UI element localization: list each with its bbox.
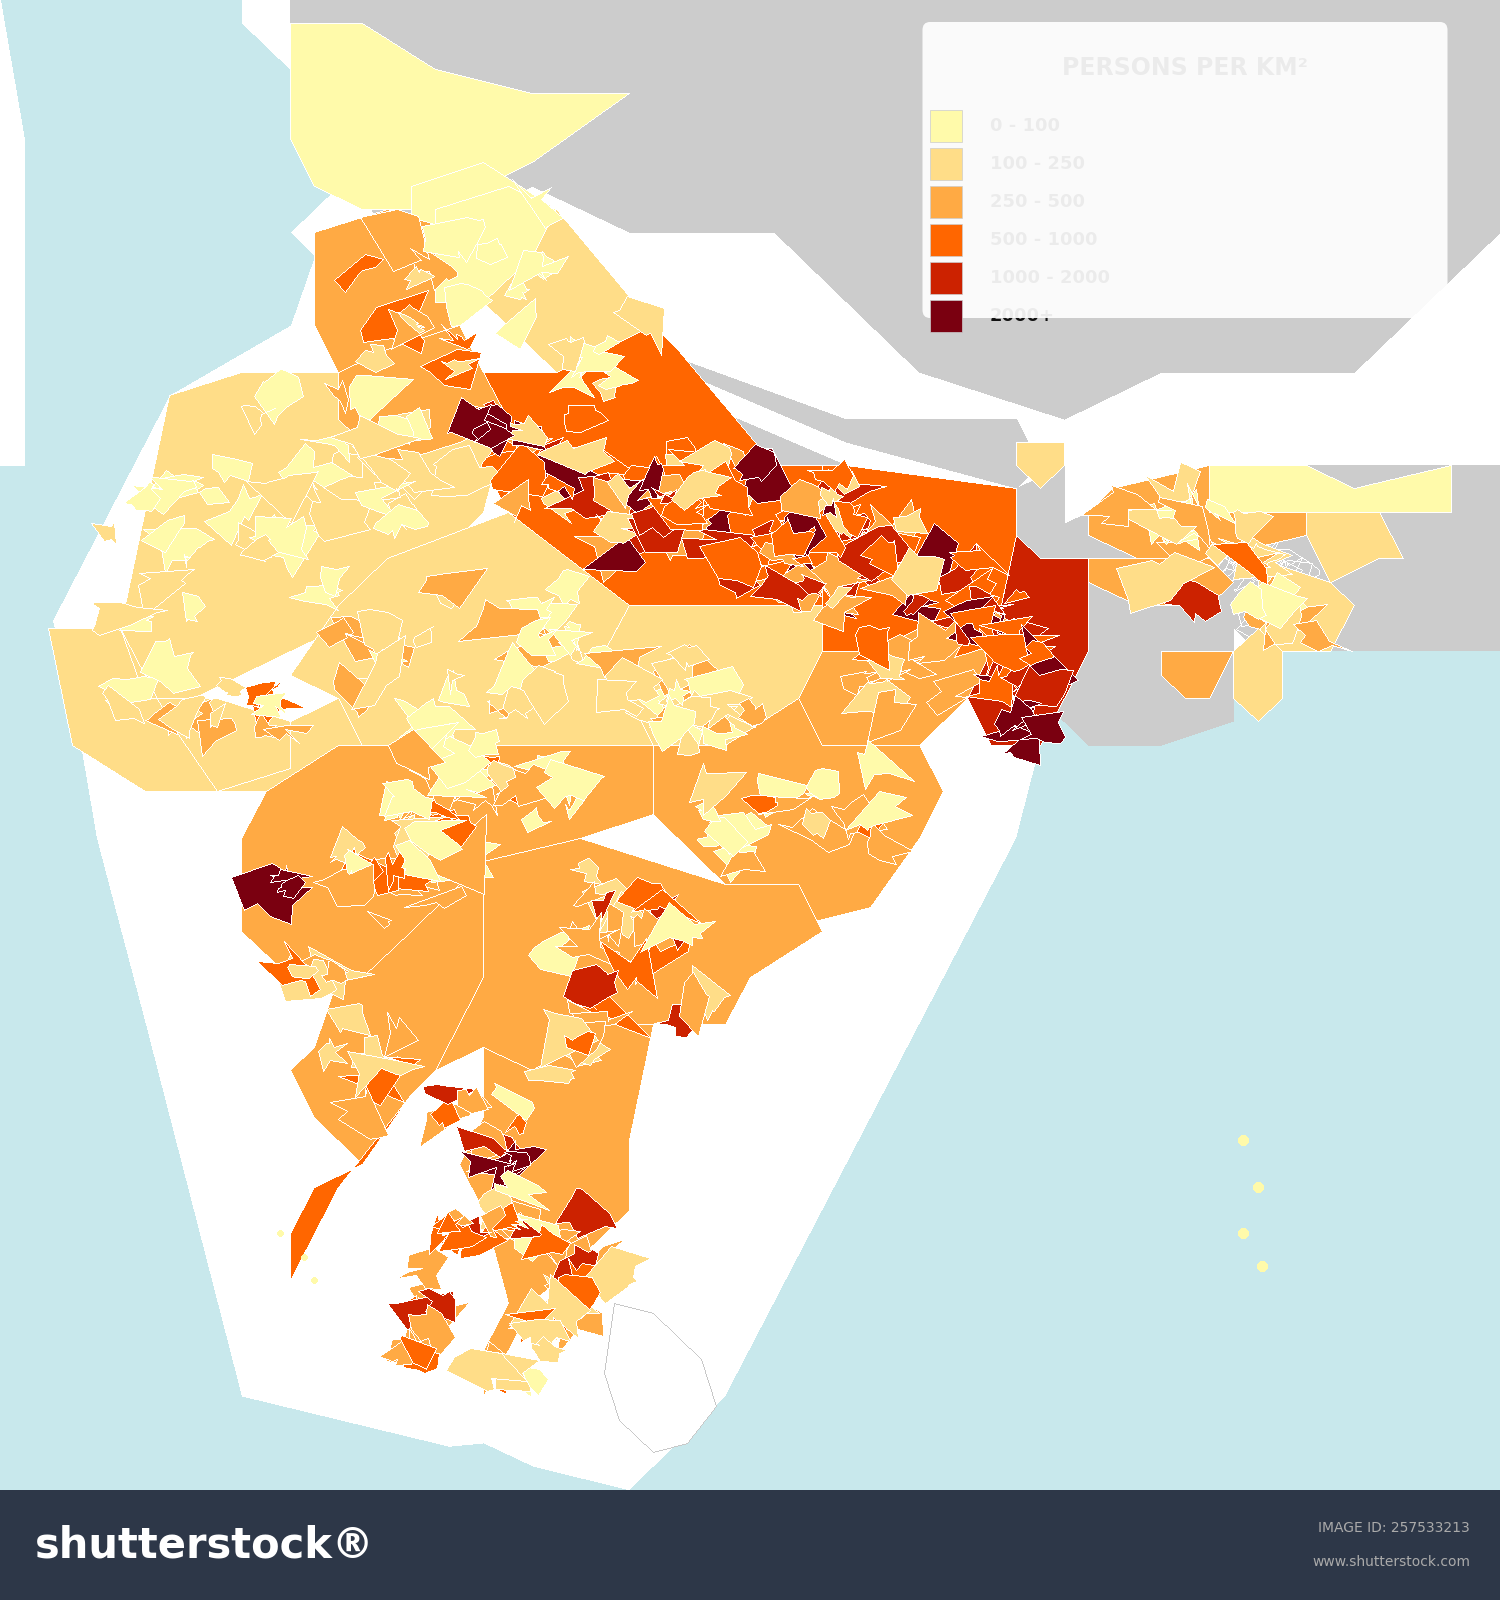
Text: PERSONS PER KM²: PERSONS PER KM² (1062, 56, 1308, 80)
Text: 500 - 1000: 500 - 1000 (990, 230, 1098, 250)
Text: 250 - 500: 250 - 500 (990, 194, 1084, 211)
Text: 100 - 250: 100 - 250 (990, 155, 1084, 173)
Text: shutterstock®: shutterstock® (34, 1523, 375, 1566)
Text: IMAGE ID: 257533213: IMAGE ID: 257533213 (1318, 1522, 1470, 1536)
Text: 1000 - 2000: 1000 - 2000 (990, 269, 1110, 286)
Text: 2000+: 2000+ (990, 307, 1054, 325)
Text: 0 - 100: 0 - 100 (990, 117, 1060, 134)
Text: www.shutterstock.com: www.shutterstock.com (1312, 1555, 1470, 1568)
